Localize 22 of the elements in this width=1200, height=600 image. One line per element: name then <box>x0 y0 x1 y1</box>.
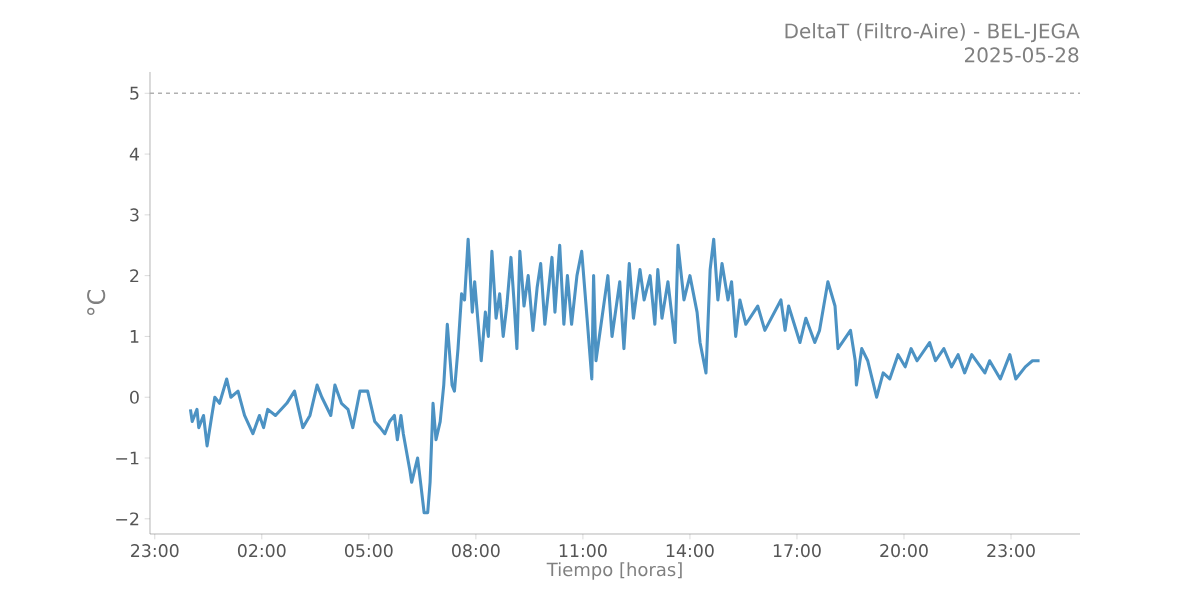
y-tick-label: −1 <box>116 451 139 465</box>
x-tick-label: 23:00 <box>987 544 1035 558</box>
y-tick-label: 1 <box>130 330 139 343</box>
x-tick-label: 02:00 <box>237 544 286 558</box>
x-tick-label: 08:00 <box>452 544 500 558</box>
x-tick-label: 20:00 <box>880 544 928 558</box>
y-axis-title: °C <box>87 289 106 316</box>
chart-subtitle: 2025-05-28 <box>964 47 1079 63</box>
x-tick-label: 05:00 <box>345 544 393 558</box>
line-series <box>188 237 1042 515</box>
chart-title: DeltaT (Filtro-Aire) - BEL-JEGA <box>785 23 1080 43</box>
x-tick-label: 14:00 <box>666 544 714 558</box>
x-tick-label: 23:00 <box>131 544 179 558</box>
y-tick-label: −2 <box>116 512 139 526</box>
y-tick-label: 4 <box>129 147 139 161</box>
x-tick-label: 11:00 <box>559 544 607 558</box>
y-tick-label: 2 <box>130 269 139 283</box>
y-tick-label: 5 <box>130 86 139 100</box>
x-axis-title: Tiempo [horas] <box>546 562 682 580</box>
y-tick-label: 0 <box>130 390 139 404</box>
x-tick-label: 17:00 <box>773 544 821 558</box>
y-tick-label: 3 <box>130 208 139 222</box>
